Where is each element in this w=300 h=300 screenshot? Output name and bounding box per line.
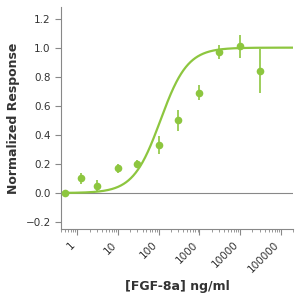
X-axis label: [FGF-8a] ng/ml: [FGF-8a] ng/ml <box>125 280 230 293</box>
Y-axis label: Normalized Response: Normalized Response <box>7 43 20 194</box>
